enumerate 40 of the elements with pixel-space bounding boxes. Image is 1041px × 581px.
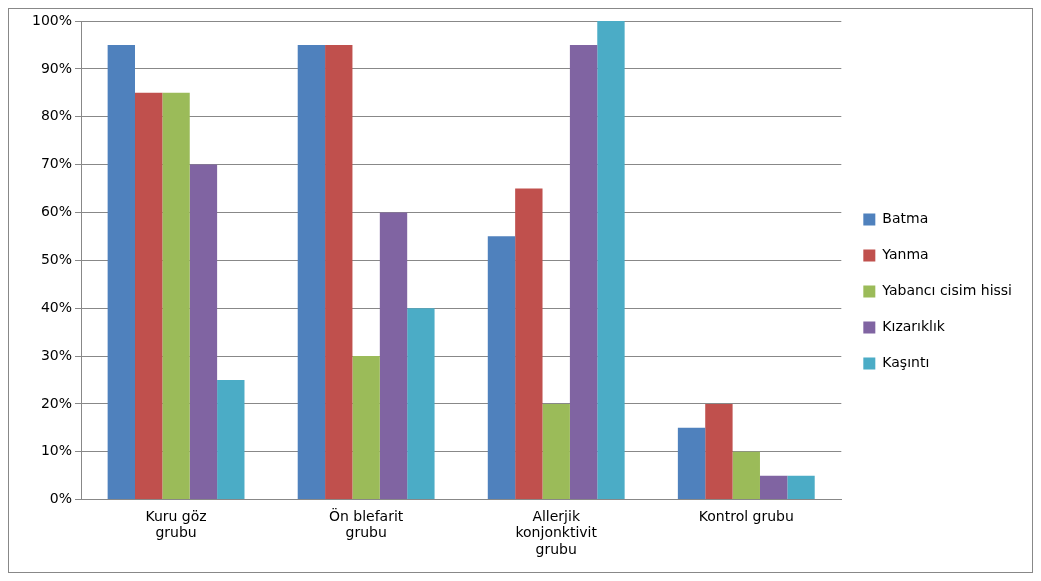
bar <box>107 44 136 500</box>
bar <box>217 379 245 500</box>
x-tick-label: Allerjik konjonktivit grubu <box>515 507 598 558</box>
bar <box>162 92 190 500</box>
legend-label: Yabancı cisim hissi <box>881 282 1013 299</box>
y-tick-label: 50% <box>40 250 73 267</box>
y-tick-label: 30% <box>40 346 73 363</box>
legend-label: Kaşıntı <box>882 354 930 371</box>
y-tick-label: 60% <box>40 203 73 220</box>
legend-label: Yanma <box>881 246 929 263</box>
y-tick-label: 80% <box>40 107 73 124</box>
bar <box>135 92 163 500</box>
legend-label: Batma <box>882 210 929 227</box>
bar <box>407 308 435 500</box>
bar <box>379 212 408 500</box>
y-tick-label: 100% <box>31 11 73 28</box>
bar <box>732 451 760 500</box>
legend-label: Kızarıklık <box>882 318 946 335</box>
bar <box>787 475 815 500</box>
bar <box>542 403 570 500</box>
bar <box>569 44 598 500</box>
bar <box>677 427 706 500</box>
y-tick-label: 10% <box>40 442 73 459</box>
y-tick-label: 40% <box>40 298 73 315</box>
bar <box>759 475 788 500</box>
bar <box>487 236 516 500</box>
bar <box>189 164 218 500</box>
x-tick-label: Kontrol grubu <box>698 507 794 524</box>
x-tick-label: Ön blefarit grubu <box>328 506 404 541</box>
y-tick-label: 70% <box>40 155 73 172</box>
bar <box>297 44 326 500</box>
bar <box>352 356 380 500</box>
y-tick-label: 20% <box>40 394 73 411</box>
y-tick-label: 90% <box>40 59 73 76</box>
y-tick-label: 0% <box>49 490 73 507</box>
bar <box>705 403 733 500</box>
bar <box>325 44 353 500</box>
bar <box>515 188 543 500</box>
x-tick-label: Kuru göz grubu <box>145 507 207 541</box>
bar <box>597 21 625 500</box>
